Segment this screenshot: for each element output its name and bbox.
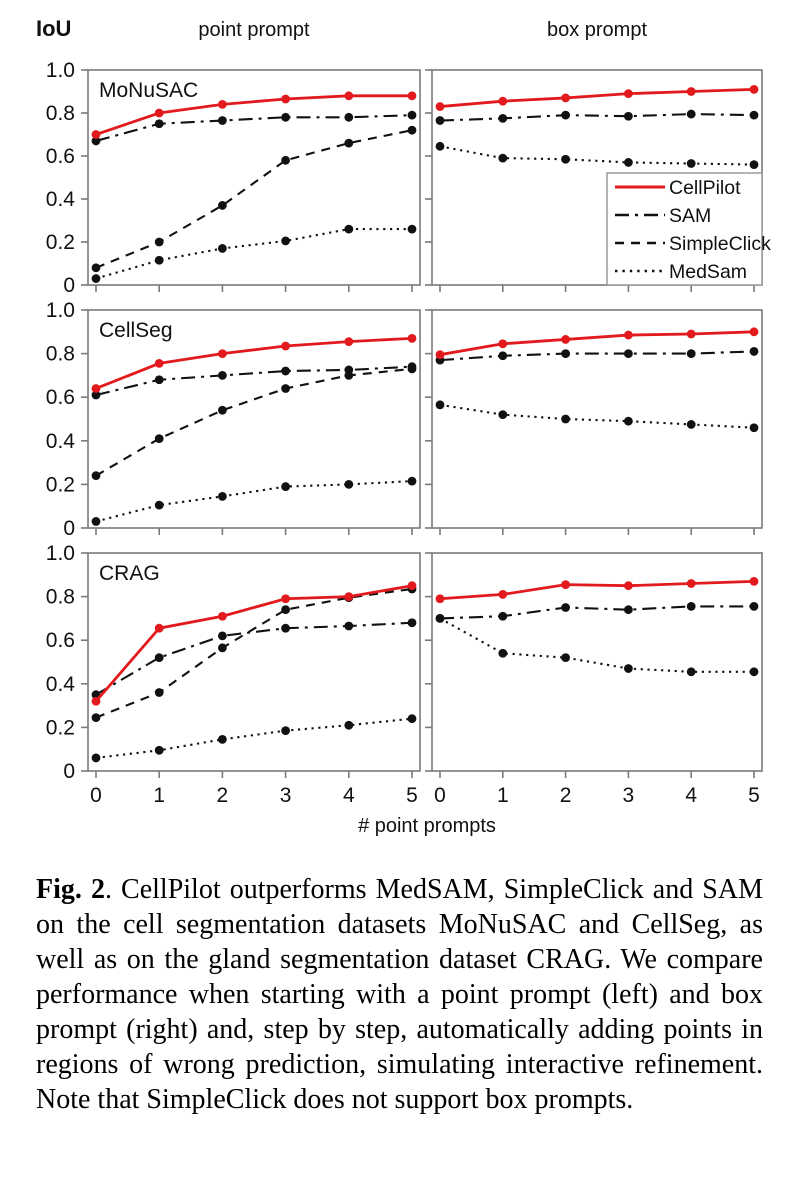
svg-text:1.0: 1.0 [46,59,75,82]
chart-crag-point-prompt: 0 0.2 0.4 0.6 0.8 1.0 0 1 2 3 4 5 CRAG [46,542,421,807]
svg-text:2: 2 [217,784,229,807]
axis-tick-labels: 0 0.2 0.4 0.6 0.8 1.0 0 1 2 3 4 5 [46,542,418,807]
axes [81,552,421,778]
panel-label: CRAG [99,562,160,585]
series-cellpilot [435,576,759,604]
series-medsam [435,614,759,677]
series-simpleclick [91,125,417,273]
series-cellpilot [435,327,759,360]
svg-text:0: 0 [63,274,75,297]
svg-text:0.2: 0.2 [46,716,75,739]
series-sam [435,109,759,125]
legend: CellPilot SAM SimpleClick MedSam [606,172,771,286]
svg-text:0.6: 0.6 [46,629,75,652]
panel-label: MoNuSAC [99,79,198,102]
svg-text:0.4: 0.4 [46,673,76,696]
series-cellpilot [435,84,759,111]
chart-cellseg-point-prompt: 0 0.2 0.4 0.6 0.8 1.0 CellSeg [46,299,421,540]
series-sam [91,362,417,400]
svg-text:0: 0 [63,517,75,540]
axis-tick-labels: 0 0.2 0.4 0.6 0.8 1.0 [46,299,76,540]
caption-label: Fig. 2 [36,874,105,905]
svg-text:0: 0 [63,760,75,783]
svg-text:0.8: 0.8 [46,586,75,609]
series-simpleclick [91,584,417,722]
series-cellpilot [91,91,417,139]
svg-text:4: 4 [343,784,355,807]
figure-caption: Fig. 2. CellPilot outperforms MedSAM, Si… [36,872,763,1117]
series-medsam [435,141,759,169]
svg-text:5: 5 [748,784,760,807]
legend-label: SimpleClick [669,233,771,255]
svg-text:1.0: 1.0 [46,299,75,322]
svg-text:0.8: 0.8 [46,102,75,125]
axes [425,552,763,778]
svg-text:0: 0 [434,784,446,807]
svg-text:1: 1 [153,784,165,807]
series-simpleclick [91,364,417,481]
svg-text:0.6: 0.6 [46,145,75,168]
svg-text:0.4: 0.4 [46,188,76,211]
svg-text:0.8: 0.8 [46,343,75,366]
series-medsam [91,714,417,763]
svg-text:1.0: 1.0 [46,542,75,565]
svg-text:1: 1 [497,784,509,807]
series-sam [91,110,417,146]
svg-text:0.6: 0.6 [46,386,75,409]
svg-text:2: 2 [560,784,572,807]
svg-text:0: 0 [90,784,102,807]
caption-body: CellPilot outperforms MedSAM, SimpleClic… [36,874,763,1115]
axes [81,309,421,535]
chart-crag-box-prompt: 0 1 2 3 4 5 [425,552,763,807]
chart-cellseg-box-prompt [425,309,763,535]
legend-label: CellPilot [669,177,741,199]
series-sam [91,618,417,700]
legend-label: SAM [669,205,711,227]
svg-text:0.4: 0.4 [46,430,76,453]
chart-monusac-point-prompt: 0 0.2 0.4 0.6 0.8 1.0 MoNuSAC [46,59,421,297]
series-cellpilot [91,333,417,393]
svg-text:0.2: 0.2 [46,473,75,496]
y-axis-title: IoU [36,16,72,41]
series-medsam [435,400,759,433]
svg-text:5: 5 [406,784,418,807]
column-title-box-prompt: box prompt [546,19,648,41]
series-medsam [91,476,417,526]
axes [425,309,763,535]
series-cellpilot [91,581,417,706]
column-title-point-prompt: point prompt [198,19,310,41]
series-sam [435,602,759,623]
svg-text:4: 4 [685,784,697,807]
series-sam [435,347,759,365]
legend-label: MedSam [669,261,747,283]
axis-tick-labels: 0 1 2 3 4 5 [434,784,760,807]
caption-separator: . [104,874,122,905]
axis-tick-labels: 0 0.2 0.4 0.6 0.8 1.0 [46,59,76,297]
svg-text:3: 3 [280,784,292,807]
panel-label: CellSeg [99,319,173,342]
series-medsam [91,224,417,283]
chart-monusac-box-prompt: CellPilot SAM SimpleClick MedSam [425,69,771,292]
axes [81,69,421,292]
svg-text:0.2: 0.2 [46,231,75,254]
svg-text:3: 3 [623,784,635,807]
x-axis-title: # point prompts [358,815,496,837]
